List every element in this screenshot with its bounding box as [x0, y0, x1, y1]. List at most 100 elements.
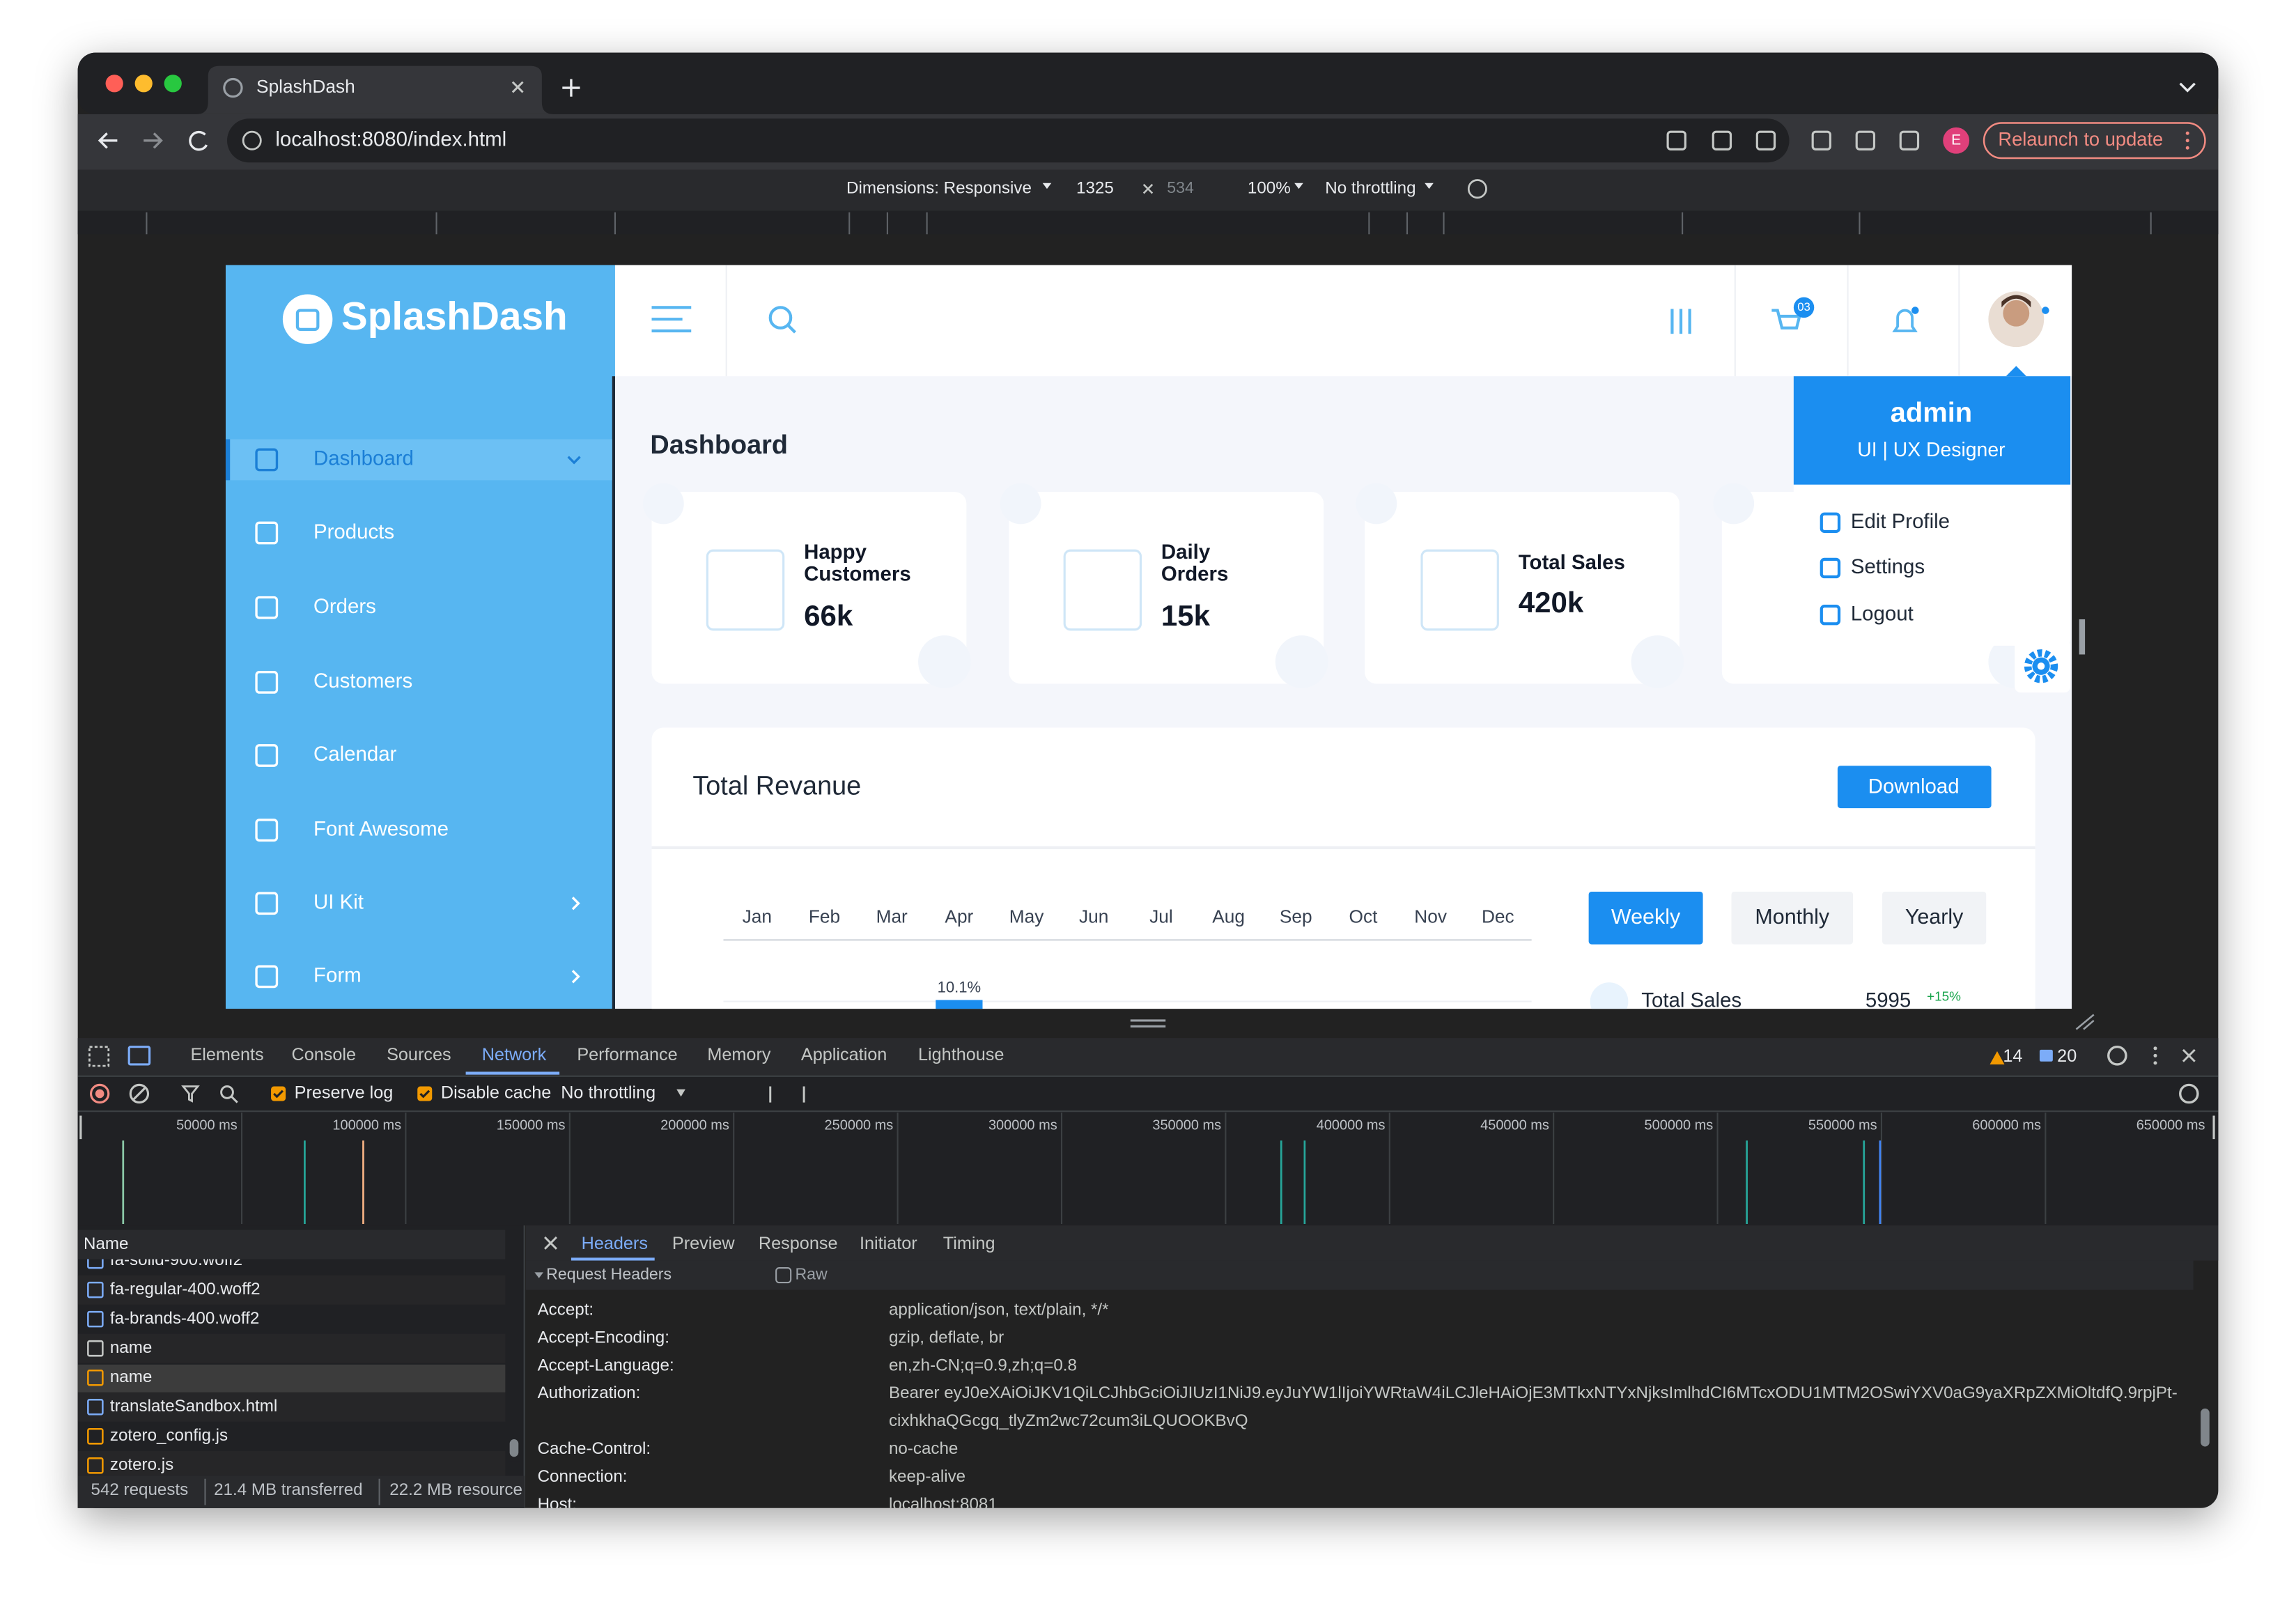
devtools-tab[interactable]: Network — [482, 1045, 547, 1064]
status-bar — [77, 1475, 525, 1508]
header-value: application/json, text/plain, */* — [889, 1300, 1109, 1319]
file-icon — [87, 1259, 104, 1269]
stat-label: Orders — [1161, 563, 1228, 586]
timeline-tick: 100000 ms — [332, 1117, 401, 1133]
settings-icon — [2179, 1083, 2199, 1104]
devtools-tab[interactable]: Elements — [190, 1045, 263, 1064]
nav-item[interactable]: Customers — [313, 669, 412, 692]
nav-item[interactable]: Font Awesome — [313, 817, 449, 840]
download-button[interactable] — [1837, 766, 1992, 809]
device-icon — [127, 1046, 151, 1066]
period-button[interactable] — [1731, 891, 1853, 945]
back[interactable] — [98, 132, 118, 149]
header-value: localhost:8081 — [889, 1495, 998, 1514]
toolbar-icon — [1712, 130, 1732, 150]
app: SplashDash 03 Dashboard Products Orders Custo… — [225, 265, 2072, 1012]
period-label[interactable]: Yearly — [1905, 905, 1964, 929]
file-name[interactable]: zotero.js — [110, 1455, 173, 1474]
width-input[interactable]: 1325 — [1076, 178, 1114, 197]
line — [2083, 1019, 2095, 1030]
devtools-tab[interactable]: Lighthouse — [918, 1045, 1004, 1064]
nav-icon — [255, 892, 279, 915]
tab-title[interactable]: SplashDash — [256, 76, 355, 97]
header-name: Cache-Control: — [538, 1439, 651, 1458]
file-name[interactable]: fa-regular-400.woff2 — [110, 1280, 261, 1299]
network-toolbar — [77, 1076, 2219, 1112]
zoom[interactable]: 100% — [1248, 178, 1291, 197]
forward[interactable] — [144, 132, 163, 149]
row-stripe — [77, 1275, 506, 1305]
nav-item[interactable]: Orders — [313, 595, 376, 618]
file-name[interactable]: translateSandbox.html — [110, 1397, 277, 1416]
file-icon — [87, 1310, 104, 1328]
address-bar — [227, 118, 1790, 163]
period-label[interactable]: Monthly — [1755, 905, 1829, 929]
month-label: Jan — [743, 906, 772, 927]
menu-item[interactable]: Edit Profile — [1851, 510, 1950, 533]
nav-item[interactable]: Form — [313, 964, 362, 987]
relaunch-label[interactable]: Relaunch to update — [1998, 128, 2163, 150]
window-control — [105, 75, 123, 93]
nav-item[interactable]: Calendar — [313, 743, 397, 766]
reload[interactable] — [189, 130, 208, 151]
devtools-tab[interactable]: Console — [291, 1045, 356, 1064]
file-name[interactable]: name — [110, 1338, 152, 1357]
detail-tab[interactable]: Response — [759, 1234, 838, 1253]
card-decor — [1275, 635, 1328, 688]
devtools-tab[interactable]: Performance — [577, 1045, 677, 1064]
file-icon — [87, 1457, 104, 1474]
raw-label[interactable]: Raw — [795, 1265, 828, 1283]
checkbox-label[interactable]: Preserve log — [295, 1083, 394, 1103]
status-text: 21.4 MB transferred — [214, 1480, 362, 1499]
bell-icon[interactable] — [1892, 309, 1918, 332]
stat-card — [1365, 492, 1680, 684]
devtools-tabs — [77, 1038, 2219, 1076]
brand: SplashDash — [341, 295, 568, 339]
menu-item[interactable]: Settings — [1851, 555, 1925, 578]
nav-item[interactable]: UI Kit — [313, 891, 364, 914]
url[interactable]: localhost:8080/index.html — [275, 128, 506, 151]
timeline-tick: 250000 ms — [825, 1117, 894, 1133]
cart-icon[interactable] — [1771, 309, 1801, 330]
detail-tab[interactable]: Preview — [672, 1234, 735, 1253]
checkbox-label[interactable]: Disable cache — [441, 1083, 551, 1103]
period-label[interactable]: Weekly — [1611, 905, 1681, 929]
tab[interactable] — [196, 65, 554, 114]
header-name: Authorization: — [538, 1384, 641, 1402]
month-label: Jun — [1079, 906, 1108, 927]
detail-tab[interactable]: Timing — [943, 1234, 995, 1253]
file-name[interactable]: name — [110, 1367, 152, 1386]
relaunch-button[interactable] — [1983, 122, 2206, 160]
file-name[interactable]: fa-brands-400.woff2 — [110, 1309, 259, 1328]
nav-item[interactable]: Products — [313, 520, 394, 543]
devtools-tab[interactable]: Sources — [387, 1045, 451, 1064]
ruler — [77, 210, 2219, 235]
toolbar-icon — [1666, 130, 1686, 150]
file-name[interactable]: zotero_config.js — [110, 1426, 228, 1445]
warning-icon — [1989, 1051, 2005, 1064]
devtools-tab[interactable]: Application — [801, 1045, 887, 1064]
icon — [2185, 146, 2189, 150]
raw-checkbox[interactable] — [775, 1267, 792, 1284]
height-input[interactable]: 534 — [1167, 178, 1194, 196]
period-button[interactable] — [1882, 891, 1987, 945]
line — [2182, 1048, 2196, 1062]
stat-card — [651, 492, 967, 684]
nav-item[interactable]: Dashboard — [313, 447, 414, 470]
window-control — [134, 75, 153, 93]
dimensions[interactable]: Dimensions: Responsive — [846, 178, 1032, 197]
period-button[interactable] — [1588, 891, 1703, 945]
detail-tab[interactable]: Initiator — [860, 1234, 917, 1253]
active-indicator — [225, 439, 231, 481]
file-name[interactable]: fa-solid-900.woff2 — [110, 1250, 242, 1269]
logo — [282, 294, 333, 344]
summary-label: Total Sales — [1641, 989, 1742, 1012]
throttling-select[interactable]: No throttling — [561, 1083, 656, 1103]
check — [273, 1090, 284, 1099]
download-label[interactable]: Download — [1868, 775, 1960, 798]
devtools-tab[interactable]: Memory — [707, 1045, 770, 1064]
menu-item[interactable]: Logout — [1851, 602, 1914, 625]
page-title: Dashboard — [650, 431, 788, 460]
detail-tab[interactable]: Headers — [582, 1234, 648, 1253]
throttling[interactable]: No throttling — [1325, 178, 1415, 197]
